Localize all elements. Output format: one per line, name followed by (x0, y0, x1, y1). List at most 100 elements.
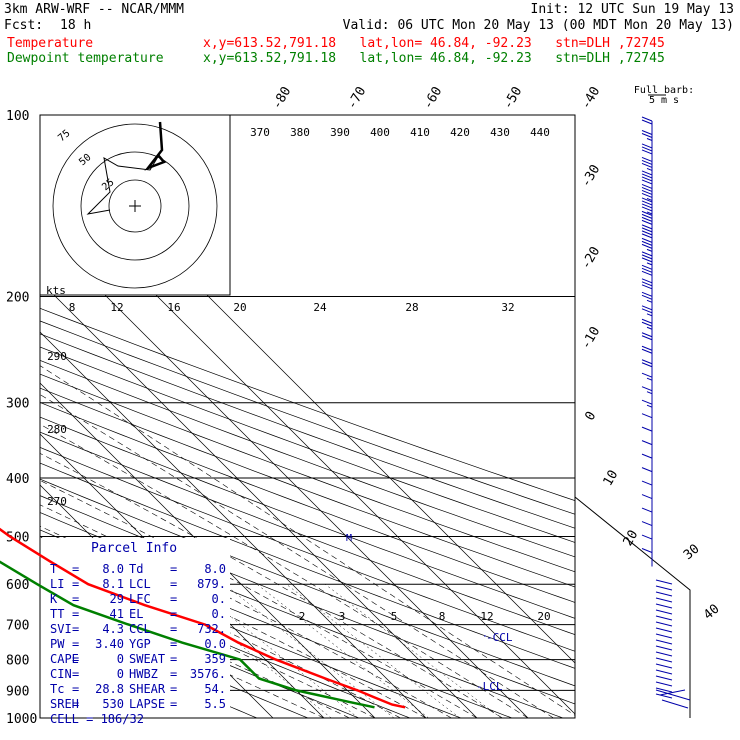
mixing-ratio-line (224, 584, 395, 718)
mixing-ratio-label: 12 (480, 610, 493, 623)
parcel-value: 0 (117, 667, 124, 681)
wind-barb-full (641, 335, 653, 341)
dry-adiabat (40, 478, 575, 687)
wind-barb (641, 291, 653, 311)
mixing-ratio-label: 2 (299, 610, 306, 623)
parcel-info-row: Tc 28.8 SHEAR 54. = = (50, 682, 226, 696)
dry-adiabat (40, 346, 575, 543)
wind-barb-full (641, 243, 653, 249)
wind-barb-low (655, 639, 673, 645)
wind-barb-full (641, 186, 653, 192)
wind-barb (641, 130, 653, 149)
wind-barb (641, 345, 653, 365)
theta-label: 400 (370, 126, 390, 139)
wind-barb-full (641, 230, 653, 236)
wind-barb-half (646, 167, 653, 171)
init-time: Init: 12 UTC Sun 19 May 13 (530, 2, 735, 17)
wind-barb-full (641, 227, 653, 233)
dry-adiabat (40, 584, 360, 718)
theta-label: 390 (330, 126, 350, 139)
wind-barb-full (641, 149, 653, 155)
parcel-label: K (50, 592, 58, 606)
dewpoint-legend: Dewpoint temperature (7, 51, 164, 66)
wind-barb-low (655, 627, 673, 633)
parcel-cell: CELL = 186/32 (50, 712, 144, 726)
wind-barb-half (646, 211, 653, 215)
wind-barb-low (655, 663, 673, 669)
wind-barb-full (641, 348, 653, 354)
temperature-legend: Temperature (7, 36, 94, 51)
wind-barb-full (641, 197, 653, 203)
parcel-value: 359 (204, 652, 226, 666)
parcel-label: SWEAT (129, 652, 165, 666)
wind-tick-label: 12 (110, 301, 123, 314)
wind-barb-full (641, 270, 653, 276)
wind-barb-full (641, 130, 653, 135)
wind-barb-full (641, 173, 653, 179)
wind-barb-full (641, 281, 653, 287)
wind-barb-full (641, 216, 653, 222)
wind-barb-full (641, 426, 653, 432)
theta-label: 410 (410, 126, 430, 139)
dewpoint-trace (0, 560, 375, 709)
dry-adiabat (40, 431, 575, 636)
wind-barb-full (641, 183, 653, 189)
wind-barb-half (646, 404, 653, 408)
isotherm-line (40, 382, 376, 718)
wind-barb-full (641, 507, 653, 513)
wind-barb-full (641, 318, 653, 324)
wind-barb (641, 143, 653, 162)
parcel-value: 8.1 (102, 577, 124, 591)
parcel-eq: = (72, 592, 79, 606)
wind-barb (641, 224, 653, 243)
barb-unit: 5 m s (649, 95, 679, 106)
mixing-ratio-line (256, 584, 429, 718)
wind-tick-label: 28 (405, 301, 418, 314)
isotherm-label: -20 (579, 244, 604, 272)
pressure-label-600: 600 (6, 578, 29, 593)
wind-barb-full (641, 206, 653, 212)
hodograph-ring (52, 123, 218, 289)
dry-adiabat (40, 416, 575, 619)
pressure-label-500: 500 (6, 530, 29, 545)
wind-barb-full (641, 156, 653, 162)
pressure-label-300: 300 (6, 397, 29, 412)
wind-barb-low (655, 693, 673, 699)
parcel-value: 530 (102, 697, 124, 711)
dry-adiabat (40, 402, 575, 603)
parcel-eq: = (170, 667, 177, 681)
parcel-label: Td (129, 562, 143, 576)
wind-barb-full (641, 224, 653, 230)
parcel-eq: = (170, 577, 177, 591)
wind-barb-full (641, 119, 653, 125)
parcel-value: 8.0 (102, 562, 124, 576)
wind-barb (641, 170, 653, 189)
pressure-label-900: 900 (6, 684, 29, 699)
wind-barb-low (655, 615, 673, 621)
wind-barb-low (655, 657, 673, 663)
parcel-label: SREH (50, 697, 79, 711)
parcel-value: 3576. (190, 667, 226, 681)
isotherm-line (40, 229, 529, 718)
wind-barb-low (655, 669, 673, 675)
wind-barb (641, 548, 653, 567)
wind-barb-half (646, 138, 653, 141)
wind-barb (641, 237, 653, 257)
moist-adiabat (40, 589, 325, 718)
wind-barb (641, 116, 653, 135)
wind-barb-full (641, 345, 653, 351)
wind-barb-full (641, 548, 653, 553)
pressure-label-100: 100 (6, 109, 29, 124)
wind-barb-low (655, 633, 673, 639)
pressure-label-200: 200 (6, 291, 29, 306)
dry-adiabat (40, 462, 575, 669)
parcel-value: 29 (110, 592, 124, 606)
moist-adiabat (40, 394, 554, 718)
wind-barb-full (641, 203, 653, 209)
lcl-marker: -LCL (476, 680, 503, 693)
wind-barb-full (641, 254, 653, 260)
wind-barb-low (655, 681, 673, 687)
wind-barb-full (641, 146, 653, 152)
dry-adiabat (40, 565, 411, 718)
temperature-trace (0, 527, 406, 709)
